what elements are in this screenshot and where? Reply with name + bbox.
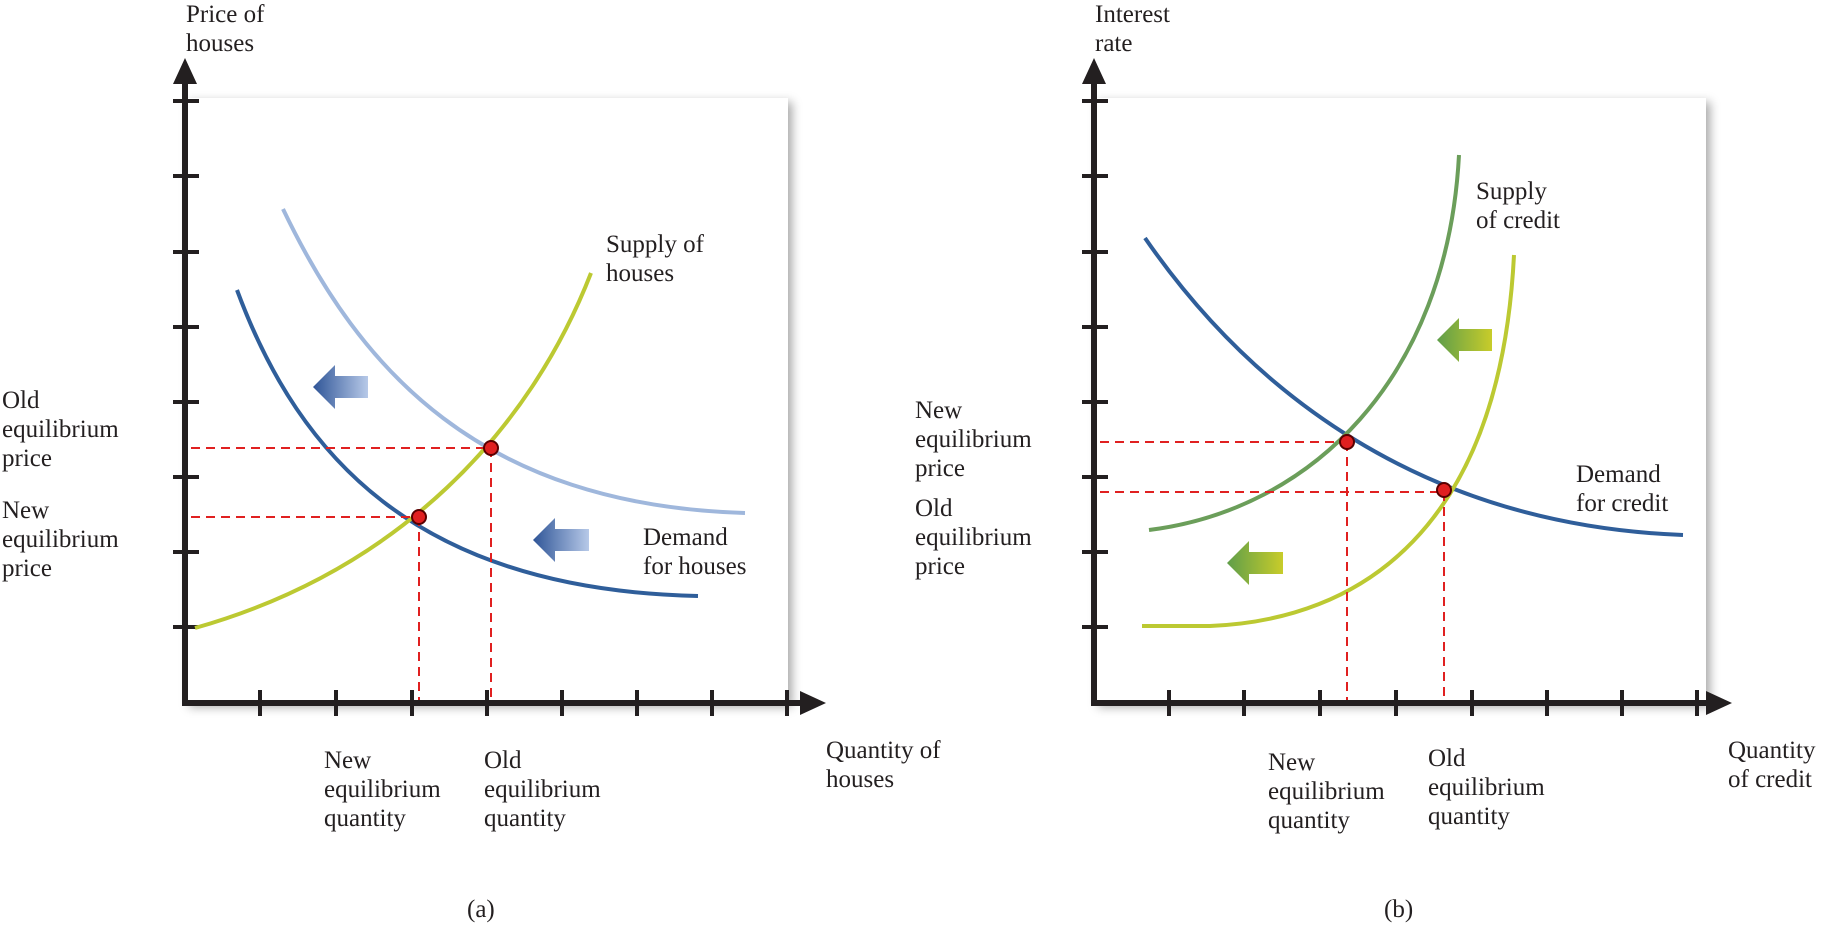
panel-a-shift-arrow-lower (533, 518, 589, 562)
panel-b-y-axis-label: Interest rate (1095, 1, 1170, 57)
panel-b-old-equilibrium-point (1436, 482, 1452, 498)
panel-b-caption: (b) (1384, 896, 1414, 923)
panel-a-guide-lines (191, 447, 492, 700)
panel-a-new-quantity-label: New equilibrium quantity (324, 747, 441, 832)
panel-a-supply-curve (194, 272, 593, 630)
panel-b-new-quantity-label: New equilibrium quantity (1268, 749, 1385, 834)
panel-a-new-demand-curve (235, 289, 699, 598)
panel-b-demand-curve (1143, 236, 1684, 537)
panel-a-y-ticks (173, 99, 199, 629)
panel-a-plot-area (185, 98, 788, 703)
panel-a-x-axis-label: Quantity of houses (826, 737, 941, 793)
panel-a-new-price-label: New equilibrium price (2, 497, 119, 582)
panel-b-guide-lines (1100, 441, 1445, 700)
panel-a-x-axis-arrowhead (800, 691, 826, 715)
panel-a-y-axis-label: Price of houses (186, 1, 265, 57)
panel-a-old-price-label: Old equilibrium price (2, 387, 119, 472)
panel-b-plot-area (1094, 98, 1706, 703)
panel-a-new-equilibrium-point (411, 509, 427, 525)
panel-a-demand-label: Demand for houses (643, 524, 747, 580)
panel-b-supply-label: Supply of credit (1476, 178, 1560, 234)
panel-a-old-demand-curve (281, 208, 746, 515)
panel-b (1082, 58, 1732, 716)
panel-a-old-quantity-label: Old equilibrium quantity (484, 747, 601, 832)
panel-a (173, 58, 826, 716)
panel-b-x-axis-arrowhead (1706, 691, 1732, 715)
panel-b-y-ticks (1082, 99, 1108, 629)
panel-b-new-price-label: New equilibrium price (915, 397, 1032, 482)
panel-b-shift-arrow-upper (1437, 318, 1492, 362)
panel-b-demand-label: Demand for credit (1576, 461, 1669, 517)
panel-a-supply-label: Supply of houses (606, 231, 704, 287)
panel-a-old-equilibrium-point (483, 440, 499, 456)
panel-a-y-axis-arrowhead (173, 58, 197, 84)
panel-b-y-axis-arrowhead (1082, 58, 1106, 84)
panel-b-x-ticks (1167, 690, 1699, 716)
panel-a-caption: (a) (467, 896, 495, 923)
panel-b-old-price-label: Old equilibrium price (915, 495, 1032, 580)
panel-b-old-supply-curve (1142, 254, 1516, 628)
panel-b-new-supply-curve (1148, 154, 1461, 532)
panel-b-shift-arrow-lower (1227, 541, 1283, 585)
panel-a-x-ticks (258, 690, 789, 716)
panel-b-x-axis-label: Quantity of credit (1728, 737, 1816, 793)
panel-a-shift-arrow-upper (313, 365, 368, 409)
panel-b-new-equilibrium-point (1339, 434, 1355, 450)
panel-b-old-quantity-label: Old equilibrium quantity (1428, 745, 1545, 830)
